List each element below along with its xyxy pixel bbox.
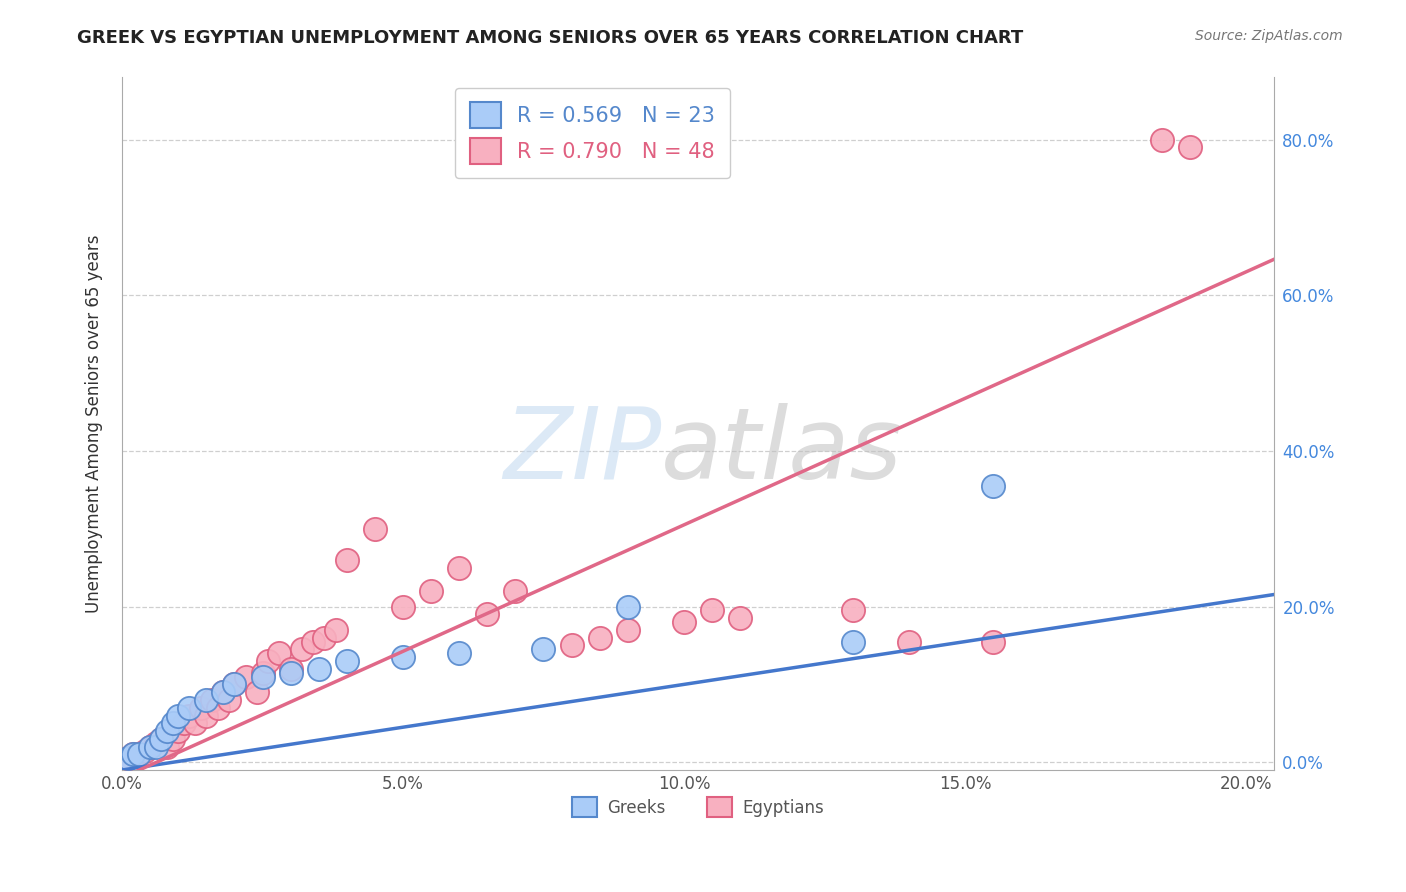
Point xyxy=(364,522,387,536)
Point xyxy=(1150,133,1173,147)
Point xyxy=(561,639,583,653)
Point xyxy=(252,665,274,680)
Point xyxy=(981,479,1004,493)
Point xyxy=(201,693,224,707)
Point xyxy=(179,708,201,723)
Y-axis label: Unemployment Among Seniors over 65 years: Unemployment Among Seniors over 65 years xyxy=(86,235,103,613)
Point xyxy=(841,603,863,617)
Point xyxy=(162,716,184,731)
Point xyxy=(224,677,246,691)
Point xyxy=(280,665,302,680)
Legend: Greeks, Egyptians: Greeks, Egyptians xyxy=(565,790,831,824)
Point xyxy=(179,700,201,714)
Point xyxy=(235,670,257,684)
Text: atlas: atlas xyxy=(661,403,903,500)
Point xyxy=(280,662,302,676)
Point xyxy=(122,747,145,762)
Point xyxy=(207,700,229,714)
Point xyxy=(134,743,156,757)
Point xyxy=(325,623,347,637)
Point xyxy=(392,650,415,665)
Point xyxy=(224,677,246,691)
Point xyxy=(212,685,235,699)
Point xyxy=(616,623,638,637)
Point xyxy=(167,708,190,723)
Point xyxy=(139,739,162,754)
Point xyxy=(505,584,527,599)
Point xyxy=(616,599,638,614)
Point xyxy=(190,700,212,714)
Point xyxy=(212,685,235,699)
Point xyxy=(420,584,443,599)
Point xyxy=(302,634,325,648)
Point xyxy=(252,670,274,684)
Point xyxy=(700,603,723,617)
Point xyxy=(117,751,139,765)
Point xyxy=(117,751,139,765)
Point xyxy=(162,731,184,746)
Point xyxy=(449,646,471,660)
Point xyxy=(195,708,218,723)
Text: ZIP: ZIP xyxy=(503,403,661,500)
Point xyxy=(257,654,280,668)
Point xyxy=(195,693,218,707)
Point xyxy=(897,634,920,648)
Point xyxy=(1178,140,1201,154)
Point xyxy=(392,599,415,614)
Point xyxy=(128,747,150,762)
Point xyxy=(336,654,359,668)
Point xyxy=(291,642,314,657)
Point xyxy=(145,739,167,754)
Point xyxy=(449,560,471,574)
Point xyxy=(314,631,336,645)
Point xyxy=(672,615,695,629)
Text: Source: ZipAtlas.com: Source: ZipAtlas.com xyxy=(1195,29,1343,43)
Point xyxy=(145,736,167,750)
Point xyxy=(122,747,145,762)
Point xyxy=(173,716,195,731)
Point xyxy=(184,716,207,731)
Point xyxy=(150,731,173,746)
Point xyxy=(156,739,179,754)
Point xyxy=(150,731,173,746)
Point xyxy=(167,724,190,739)
Point xyxy=(308,662,330,676)
Point xyxy=(477,607,499,622)
Point xyxy=(981,634,1004,648)
Point xyxy=(246,685,269,699)
Point xyxy=(533,642,555,657)
Point xyxy=(336,553,359,567)
Point xyxy=(728,611,751,625)
Point xyxy=(841,634,863,648)
Point xyxy=(588,631,610,645)
Point xyxy=(218,693,240,707)
Text: GREEK VS EGYPTIAN UNEMPLOYMENT AMONG SENIORS OVER 65 YEARS CORRELATION CHART: GREEK VS EGYPTIAN UNEMPLOYMENT AMONG SEN… xyxy=(77,29,1024,46)
Point xyxy=(156,724,179,739)
Point xyxy=(269,646,291,660)
Point xyxy=(128,747,150,762)
Point xyxy=(139,739,162,754)
